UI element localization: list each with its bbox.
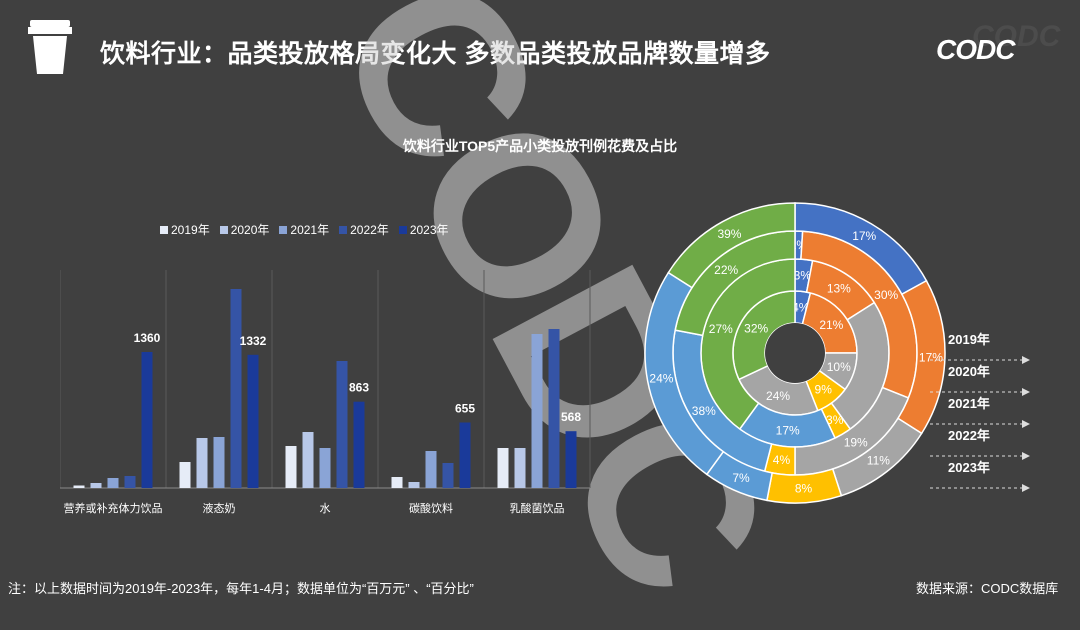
legend-item-2023: 2023年 [398, 221, 449, 238]
data-label: 568 [561, 410, 581, 424]
donut-label: 39% [717, 227, 741, 241]
arrow-icon [1022, 356, 1030, 364]
donut-label: 38% [692, 404, 716, 418]
bar [196, 438, 208, 488]
bar [425, 451, 437, 488]
bar [179, 462, 191, 488]
donut-label: 24% [649, 371, 673, 385]
data-label: 1360 [134, 331, 161, 345]
donut-label: 8% [795, 482, 813, 496]
bar [408, 482, 420, 488]
donut-label: 27% [709, 322, 733, 336]
data-label: 1332 [240, 334, 267, 348]
legend-item-2020: 2020年 [219, 221, 269, 238]
chart-legend: 2019年 2020年 2021年 2022年 2023年 [160, 221, 449, 238]
donut-segment [667, 202, 796, 289]
donut-label: 11% [867, 453, 890, 467]
year-marker-label: 2021年 [948, 396, 990, 411]
donut-label: 13% [827, 281, 851, 295]
bar [247, 354, 259, 488]
arrow-icon [1022, 420, 1030, 428]
bar [514, 448, 526, 488]
category-label: 液态奶 [203, 501, 236, 515]
donut-label: 10% [827, 360, 851, 374]
bar [285, 446, 297, 488]
bar [230, 289, 242, 488]
donut-hole [765, 323, 825, 383]
year-marker-label: 2019年 [948, 332, 990, 347]
brand-ghost-logo: CODC [972, 20, 1061, 53]
data-source: 数据来源：CODC数据库 [916, 581, 1059, 596]
bar [73, 485, 85, 488]
bar [531, 334, 543, 488]
donut-label: 32% [744, 321, 768, 335]
bar [442, 463, 454, 488]
donut-label: 24% [766, 389, 790, 403]
donut-label: 17% [852, 229, 876, 243]
donut-label: 30% [874, 288, 898, 302]
bar [336, 361, 348, 488]
bar [90, 483, 102, 488]
arrow-icon [1022, 452, 1030, 460]
page-title: 饮料行业：品类投放格局变化大 多数品类投放品牌数量增多 [100, 40, 771, 68]
donut-chart: 4%21%10%9%24%32%3%13%3%17%27%1%30%19%4%3… [644, 202, 946, 504]
bar [124, 476, 136, 488]
legend-item-2022: 2022年 [339, 221, 389, 238]
category-label: 乳酸菌饮品 [510, 501, 565, 515]
year-markers: 2019年 2020年 2021年 2022年 2023年 [930, 332, 1030, 492]
bar [548, 329, 560, 488]
donut-label: 22% [714, 263, 738, 277]
category-label: 营养或补充体力饮品 [64, 501, 163, 515]
bar [497, 448, 509, 488]
bar [565, 431, 577, 488]
arrow-icon [1022, 484, 1030, 492]
footnote: 注：以上数据时间为2019年-2023年，每年1-4月；数据单位为“百万元” 、… [8, 581, 474, 596]
brand-logo: CODC [936, 34, 1015, 65]
data-label: 863 [349, 381, 369, 395]
legend-item-2019: 2019年 [160, 221, 210, 238]
year-marker-label: 2020年 [948, 364, 990, 379]
category-label: 水 [320, 502, 331, 515]
cup-icon [28, 20, 72, 74]
category-label: 碳酸饮料 [409, 501, 453, 515]
bar [141, 352, 153, 488]
chart-title: 饮料行业TOP5产品小类投放刊例花费及占比 [402, 138, 678, 154]
bar [459, 422, 471, 488]
donut-label: 19% [844, 435, 868, 449]
donut-label: 3% [794, 268, 812, 282]
data-label: 655 [455, 402, 475, 416]
donut-label: 17% [919, 350, 943, 364]
donut-label: 3% [826, 413, 844, 427]
bar [302, 432, 314, 488]
donut-label: 21% [819, 318, 843, 332]
arrow-icon [1022, 388, 1030, 396]
bar [391, 477, 403, 488]
legend-item-2021: 2021年 [279, 221, 329, 238]
donut-label: 4% [773, 453, 791, 467]
year-marker-label: 2023年 [948, 460, 990, 475]
bar [213, 437, 225, 488]
bar [319, 448, 331, 488]
donut-label: 17% [776, 424, 800, 438]
donut-label: 9% [815, 382, 833, 396]
donut-label: 7% [732, 471, 750, 485]
bar [107, 478, 119, 488]
bar [353, 401, 365, 488]
year-marker-label: 2022年 [948, 428, 990, 443]
bar-chart: 1360 营养或补充体力饮品 1332 液态奶 863 水 655 碳酸饮料 568 乳酸菌饮品 [60, 270, 591, 515]
